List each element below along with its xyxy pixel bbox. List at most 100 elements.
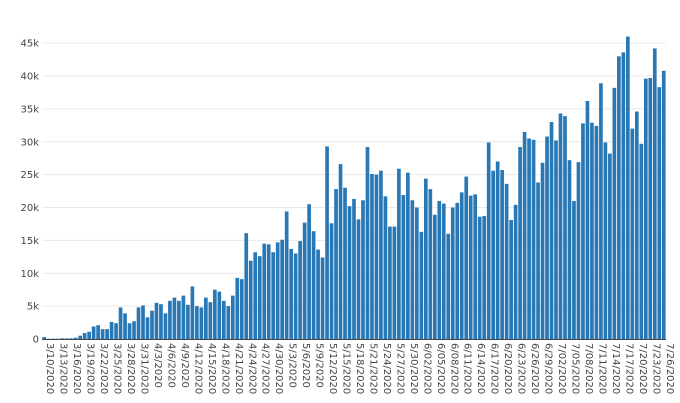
bar xyxy=(248,260,253,339)
bar xyxy=(397,168,401,339)
y-tick-label: 25k xyxy=(20,170,39,181)
x-tick-label: 7/17/2020 xyxy=(623,343,634,394)
x-tick-label: 7/26/2020 xyxy=(664,343,675,394)
bar xyxy=(527,138,531,339)
y-tick-label: 0 xyxy=(33,335,39,346)
x-tick-label: 4/9/2020 xyxy=(179,343,190,388)
y-tick-label: 45k xyxy=(20,39,39,50)
bar xyxy=(585,101,590,339)
bar xyxy=(244,233,249,339)
bar xyxy=(177,300,181,339)
grid-lines xyxy=(42,42,666,307)
bar xyxy=(590,122,594,339)
bar xyxy=(630,128,635,339)
x-tick-label: 3/10/2020 xyxy=(44,343,55,394)
bar xyxy=(159,304,163,339)
x-tick-label: 6/08/2020 xyxy=(448,343,459,394)
bar xyxy=(361,200,365,339)
bar xyxy=(612,87,617,339)
bar xyxy=(608,153,612,339)
bar xyxy=(540,162,545,339)
bar xyxy=(509,220,513,339)
bar xyxy=(639,143,644,339)
x-tick-label: 5/24/2020 xyxy=(381,343,392,394)
bar xyxy=(450,207,455,339)
x-tick-label: 5/15/2020 xyxy=(341,343,352,394)
bar xyxy=(415,207,419,339)
bar xyxy=(109,321,114,339)
x-tick-label: 7/08/2020 xyxy=(583,343,594,394)
x-tick-label: 4/24/2020 xyxy=(246,343,257,394)
x-tick-label: 3/16/2020 xyxy=(71,343,82,394)
bar xyxy=(536,182,540,339)
bar xyxy=(235,277,240,339)
bar xyxy=(594,125,599,340)
bar xyxy=(302,222,307,339)
bar xyxy=(545,136,549,339)
x-tick-label: 4/6/2020 xyxy=(165,343,176,388)
x-tick-label: 4/15/2020 xyxy=(206,343,217,394)
y-tick-label: 5k xyxy=(27,302,39,313)
x-tick-label: 4/18/2020 xyxy=(219,343,230,394)
bar xyxy=(522,131,527,339)
data-bars xyxy=(42,36,666,340)
bar xyxy=(132,321,136,339)
x-tick-label: 5/18/2020 xyxy=(354,343,365,394)
bar xyxy=(64,338,69,339)
bar xyxy=(181,295,186,339)
bar xyxy=(518,147,522,339)
bar xyxy=(186,304,190,339)
bar xyxy=(87,331,91,339)
bar xyxy=(576,162,581,339)
bar xyxy=(325,146,329,339)
x-tick-label: 5/3/2020 xyxy=(287,343,298,388)
bar xyxy=(338,164,343,339)
bar xyxy=(172,297,177,339)
bar xyxy=(428,189,433,339)
bar xyxy=(168,300,172,339)
bar xyxy=(316,249,320,339)
bar xyxy=(554,140,558,339)
x-tick-label: 4/21/2020 xyxy=(233,343,244,394)
bar xyxy=(230,295,235,339)
bar xyxy=(406,172,410,339)
x-tick-label: 3/28/2020 xyxy=(125,343,136,394)
x-tick-label: 3/22/2020 xyxy=(98,343,109,394)
y-axis-tick-labels: 0 5k 10k 15k 20k 25k 30k 35k 40k 45k xyxy=(20,39,39,346)
bar xyxy=(204,297,208,339)
x-tick-label: 7/20/2020 xyxy=(637,343,648,394)
bar xyxy=(581,123,585,339)
bar xyxy=(374,174,379,339)
bar xyxy=(96,325,100,339)
x-tick-label: 4/30/2020 xyxy=(273,343,284,394)
x-tick-label: 6/17/2020 xyxy=(489,343,500,394)
bar xyxy=(567,160,572,339)
bar xyxy=(365,147,370,339)
x-tick-label: 4/3/2020 xyxy=(152,343,163,388)
x-tick-label: 7/11/2020 xyxy=(596,343,607,394)
bar xyxy=(621,52,626,339)
bar xyxy=(78,335,82,339)
x-tick-label: 5/27/2020 xyxy=(394,343,405,394)
bar xyxy=(599,83,603,339)
x-tick-label: 5/30/2020 xyxy=(408,343,419,394)
bar xyxy=(298,241,302,339)
bar xyxy=(347,206,352,339)
y-tick-label: 20k xyxy=(20,203,39,214)
bar xyxy=(437,200,442,339)
x-tick-label: 6/29/2020 xyxy=(543,343,554,394)
bar xyxy=(311,231,316,339)
bar xyxy=(473,194,478,339)
bar xyxy=(334,189,338,339)
bar xyxy=(284,211,289,339)
bar xyxy=(73,337,78,339)
x-tick-label: 4/12/2020 xyxy=(192,343,203,394)
bar xyxy=(657,87,662,339)
y-tick-label: 10k xyxy=(20,269,39,280)
y-tick-label: 15k xyxy=(20,236,39,247)
bar xyxy=(114,323,118,339)
x-tick-label: 3/31/2020 xyxy=(139,343,150,394)
bar xyxy=(441,203,446,339)
bar xyxy=(486,142,491,339)
bar xyxy=(60,338,65,339)
